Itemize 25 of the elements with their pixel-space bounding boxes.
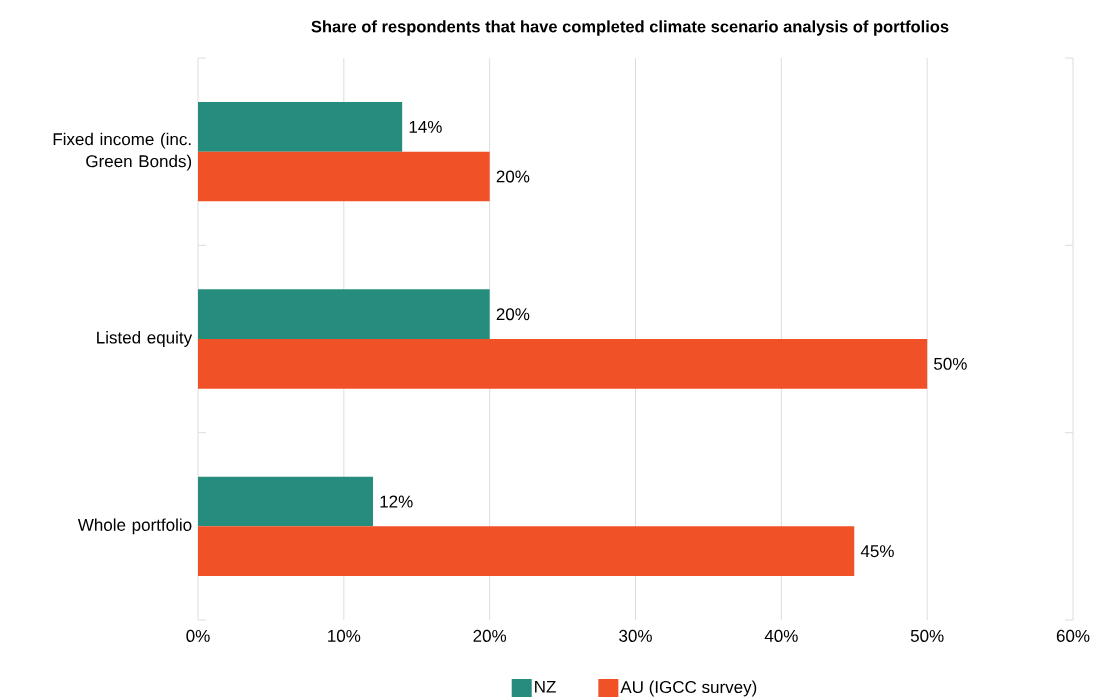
x-tick-label: 0% — [186, 629, 210, 642]
x-tick-label: 30% — [619, 629, 652, 642]
data-label: 14% — [409, 120, 442, 133]
bar — [198, 102, 403, 152]
chart-title: Share of respondents that have completed climate scenario analysis of portfolios — [311, 20, 949, 36]
data-label: 20% — [496, 170, 530, 183]
x-tick-label: 20% — [473, 629, 507, 642]
x-tick-label: 40% — [764, 629, 798, 642]
data-label: 12% — [380, 495, 413, 508]
legend-label: NZ — [535, 680, 556, 693]
y-tick-label: Whole portfolio — [77, 518, 192, 535]
y-tick-label: Fixed income (inc. Green Bonds) — [53, 132, 192, 171]
x-tick-label: 60% — [1056, 629, 1090, 642]
bar — [198, 289, 490, 339]
data-label: 20% — [496, 308, 530, 321]
y-tick-label: Listed equity — [97, 331, 193, 347]
bar — [198, 476, 373, 527]
data-label: 50% — [934, 357, 967, 370]
x-tick-label: 10% — [328, 629, 361, 642]
bar — [198, 526, 855, 576]
bar — [198, 339, 928, 389]
data-label: 45% — [860, 545, 894, 558]
x-tick-label: 50% — [910, 629, 944, 642]
legend-label: AU (IGCC survey) — [620, 680, 757, 697]
bar — [198, 151, 490, 202]
